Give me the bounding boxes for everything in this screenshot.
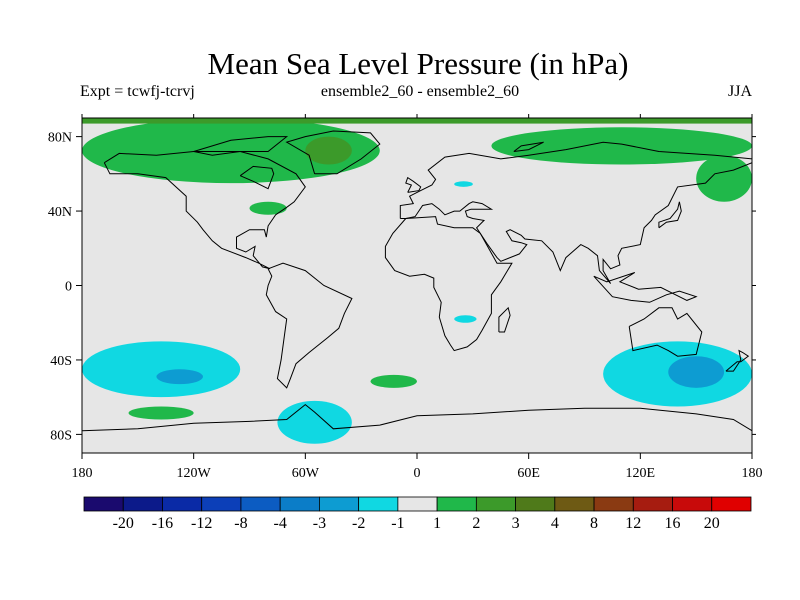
pressure-region-africa-negative bbox=[454, 315, 476, 322]
pressure-region-amundsen-positive bbox=[129, 406, 194, 419]
colorbar-swatch bbox=[280, 497, 319, 511]
colorbar-label: -16 bbox=[152, 515, 173, 532]
pressure-region-australia-core bbox=[668, 356, 724, 388]
pressure-region-north-atlantic-positive bbox=[250, 202, 287, 215]
colorbar-swatch bbox=[162, 497, 201, 511]
colorbar-label: 2 bbox=[472, 515, 480, 532]
pressure-region-south-pacific-core bbox=[156, 369, 203, 384]
colorbar-label: -20 bbox=[113, 515, 134, 532]
colorbar-swatch bbox=[398, 497, 437, 511]
x-tick-label: 120E bbox=[626, 466, 656, 481]
x-tick-label: 180 bbox=[72, 466, 93, 481]
colorbar-swatch bbox=[516, 497, 555, 511]
colorbar-label: -2 bbox=[352, 515, 365, 532]
colorbar-label: 4 bbox=[551, 515, 559, 532]
pressure-region-south-pacific-negative bbox=[82, 341, 240, 397]
pressure-region-mediterranean-negative bbox=[454, 181, 473, 187]
colorbar-label: -3 bbox=[313, 515, 326, 532]
y-tick-label: 80N bbox=[48, 131, 72, 146]
y-tick-label: 80S bbox=[50, 428, 72, 443]
colorbar-swatch bbox=[359, 497, 398, 511]
colorbar-label: -8 bbox=[234, 515, 247, 532]
x-tick-label: 120W bbox=[177, 466, 212, 481]
colorbar-swatch bbox=[123, 497, 162, 511]
colorbar-label: 3 bbox=[512, 515, 520, 532]
colorbar-label: 16 bbox=[665, 515, 681, 532]
x-tick-label: 60E bbox=[517, 466, 540, 481]
x-tick-label: 60W bbox=[292, 466, 320, 481]
pressure-region-south-atlantic-positive bbox=[370, 375, 417, 388]
colorbar-label: 8 bbox=[590, 515, 598, 532]
y-tick-label: 40N bbox=[48, 205, 72, 220]
y-tick-label: 0 bbox=[65, 280, 72, 295]
y-tick-label: 40S bbox=[50, 354, 72, 369]
pressure-region-greenland-core bbox=[305, 137, 352, 165]
colorbar-swatch bbox=[673, 497, 712, 511]
colorbar-swatch bbox=[202, 497, 241, 511]
colorbar-swatch bbox=[241, 497, 280, 511]
colorbar-label: -1 bbox=[391, 515, 404, 532]
chart-svg: 180 120W 60W 0 60E 120E 180 80N 40N 0 40S 80S -20 -1… bbox=[0, 0, 800, 600]
colorbar-swatch bbox=[633, 497, 672, 511]
colorbar-label: -12 bbox=[191, 515, 212, 532]
colorbar-swatch bbox=[476, 497, 515, 511]
colorbar-swatch bbox=[594, 497, 633, 511]
colorbar-label: 12 bbox=[625, 515, 641, 532]
pressure-region-eastern-siberia-positive bbox=[696, 155, 752, 202]
colorbar-swatch bbox=[555, 497, 594, 511]
colorbar-label: 20 bbox=[704, 515, 720, 532]
colorbar-swatch bbox=[712, 497, 751, 511]
colorbar-label: 1 bbox=[433, 515, 441, 532]
colorbar-swatch bbox=[84, 497, 123, 511]
colorbar-label: -4 bbox=[274, 515, 287, 532]
x-tick-label: 0 bbox=[414, 466, 421, 481]
colorbar-swatch bbox=[437, 497, 476, 511]
polar-cap-band bbox=[82, 118, 752, 124]
pressure-region-weddell-negative bbox=[277, 401, 351, 444]
colorbar-swatch bbox=[319, 497, 358, 511]
x-tick-label: 180 bbox=[742, 466, 763, 481]
